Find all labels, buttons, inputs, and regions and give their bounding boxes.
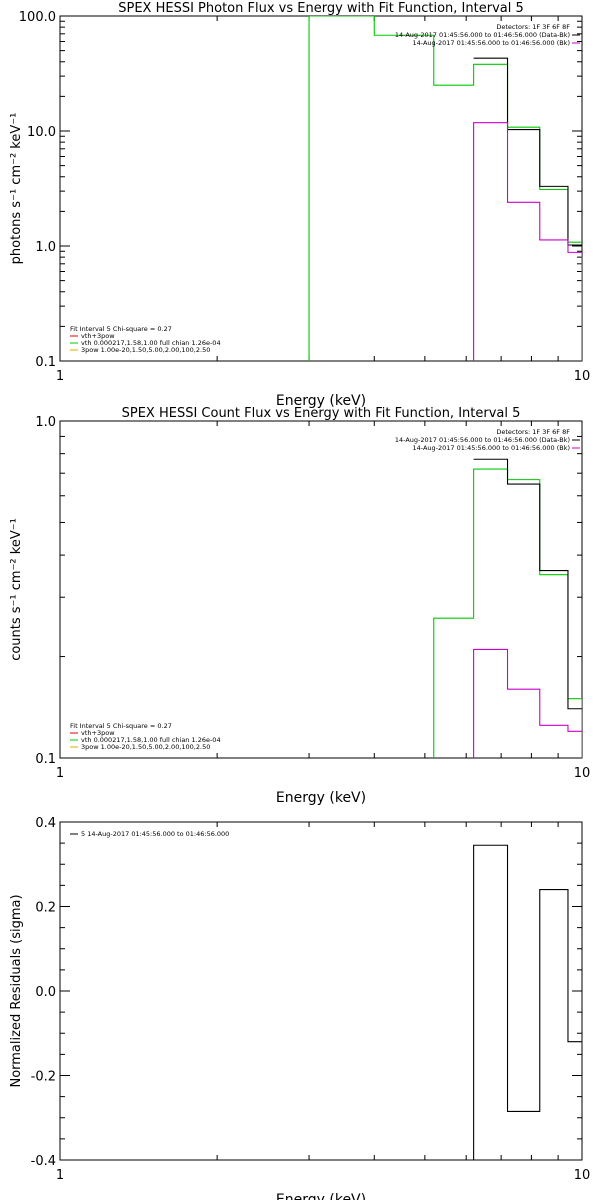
x-axis-label: Energy (keV) — [276, 790, 366, 806]
y-tick-label: 100.0 — [19, 10, 56, 25]
y-tick-label: 0.1 — [35, 355, 56, 370]
y-tick-label: 1.0 — [35, 415, 56, 430]
data-series-step-line — [473, 122, 582, 361]
y-tick-label: -0.4 — [31, 1154, 56, 1169]
legend-entry-text: 3pow 1.00e-20,1.50,5.00,2.00,100,2.50 — [81, 346, 210, 354]
y-tick-label: 10.0 — [27, 125, 56, 140]
plot-frame — [59, 821, 583, 1161]
legend-entry-text: vth+3pow — [81, 332, 115, 340]
plot-frame — [59, 420, 583, 759]
chart-panel-3: 1 10 -0.4 -0.2 0.0 0.2 0.4 Energy (keV) Normaliz… — [9, 816, 590, 1200]
data-series-step-line — [308, 16, 582, 361]
legend-entry-text: vth+3pow — [81, 729, 115, 737]
legend-entry-text: 14-Aug-2017 01:45:56.000 to 01:46:56.000… — [395, 31, 570, 39]
chart-panel-1: SPEX HESSI Photon Flux vs Energy with Fi… — [9, 1, 590, 409]
legend-entry-text: 5 14-Aug-2017 01:45:56.000 to 01:46:56.0… — [81, 830, 229, 838]
y-axis-label: photons s⁻¹ cm⁻² keV⁻¹ — [9, 113, 24, 265]
x-axis-label: Energy (keV) — [276, 1192, 366, 1200]
x-tick-label: 1 — [56, 369, 64, 384]
x-tick-label: 1 — [56, 1168, 64, 1183]
legend-entry-text: 14-Aug-2017 01:45:56.000 to 01:46:56.000… — [395, 436, 570, 444]
chart-title: SPEX HESSI Photon Flux vs Energy with Fi… — [118, 1, 524, 16]
y-tick-label: 0.4 — [35, 816, 56, 831]
legend-entry-text: 3pow 1.00e-20,1.50,5.00,2.00,100,2.50 — [81, 743, 210, 751]
legend-header: Detectors: 1F 3F 6F 8F — [496, 428, 570, 436]
legend-entry-text: 14-Aug-2017 01:45:56.000 to 01:46:56.000… — [413, 444, 570, 452]
legend-header: Detectors: 1F 3F 6F 8F — [496, 23, 570, 31]
y-tick-label: 0.2 — [35, 901, 56, 916]
data-series-step-line — [473, 57, 582, 246]
legend-entry-text: vth 0.000217,1.58,1.00 full chian 1.26e-… — [81, 339, 221, 347]
x-tick-label: 1 — [56, 766, 64, 781]
y-tick-label: 0.1 — [35, 752, 56, 767]
y-axis-label: Normalized Residuals (sigma) — [9, 894, 24, 1087]
legend-entry-text: 14-Aug-2017 01:45:56.000 to 01:46:56.000… — [413, 39, 570, 47]
x-axis-label: Energy (keV) — [276, 393, 366, 409]
plot-frame — [59, 15, 583, 362]
data-series-step-line — [473, 458, 582, 710]
y-tick-label: 0.0 — [35, 985, 56, 1000]
x-tick-label: 10 — [574, 369, 591, 384]
y-tick-label: 1.0 — [35, 240, 56, 255]
legend-entry-text: vth 0.000217,1.58,1.00 full chian 1.26e-… — [81, 736, 221, 744]
data-series-step-line — [433, 468, 582, 758]
y-tick-label: -0.2 — [31, 1070, 56, 1085]
x-tick-label: 10 — [574, 1168, 591, 1183]
y-axis-label: counts s⁻¹ cm⁻² keV⁻¹ — [9, 518, 24, 661]
data-series-step-line — [473, 648, 582, 758]
x-tick-label: 10 — [574, 766, 591, 781]
chart-title: SPEX HESSI Count Flux vs Energy with Fit… — [122, 406, 521, 421]
legend-header: Fit Interval 5 Chi-square = 0.27 — [70, 722, 172, 730]
chart-panel-2: SPEX HESSI Count Flux vs Energy with Fit… — [9, 406, 590, 806]
data-series-step-line — [473, 844, 582, 1160]
legend-header: Fit Interval 5 Chi-square = 0.27 — [70, 325, 172, 333]
